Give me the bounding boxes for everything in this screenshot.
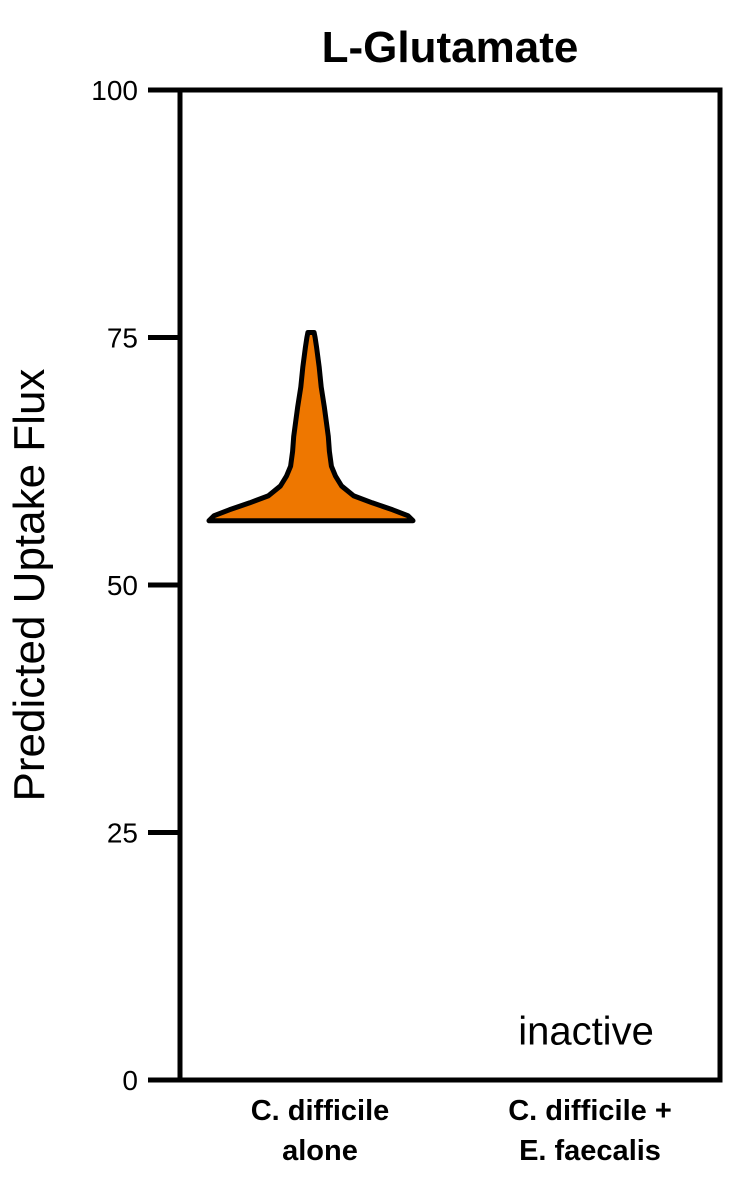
y-axis-label: Predicted Uptake Flux [5, 369, 54, 802]
x-category-label: alone [282, 1135, 358, 1167]
y-tick-label: 75 [107, 323, 138, 354]
y-tick-label: 0 [122, 1065, 138, 1096]
x-category-label: C. difficile + [508, 1095, 672, 1127]
y-tick-label: 50 [107, 570, 138, 601]
chart-title: L-Glutamate [322, 23, 579, 72]
x-category-label: E. faecalis [519, 1135, 661, 1167]
plot-frame [177, 87, 723, 1083]
x-category-label: C. difficile [251, 1095, 390, 1127]
x-axis-labels: C. difficile alone C. difficile + E. faecal… [251, 1095, 672, 1167]
violin-group [206, 330, 416, 524]
y-tick-label: 100 [91, 75, 138, 106]
violin-shape [206, 330, 416, 524]
inactive-annotation: inactive [518, 1010, 654, 1054]
annotation-group: inactive [518, 1010, 654, 1054]
y-tick-label: 25 [107, 818, 138, 849]
y-axis-ticks: 0 25 50 75 100 [91, 75, 180, 1096]
